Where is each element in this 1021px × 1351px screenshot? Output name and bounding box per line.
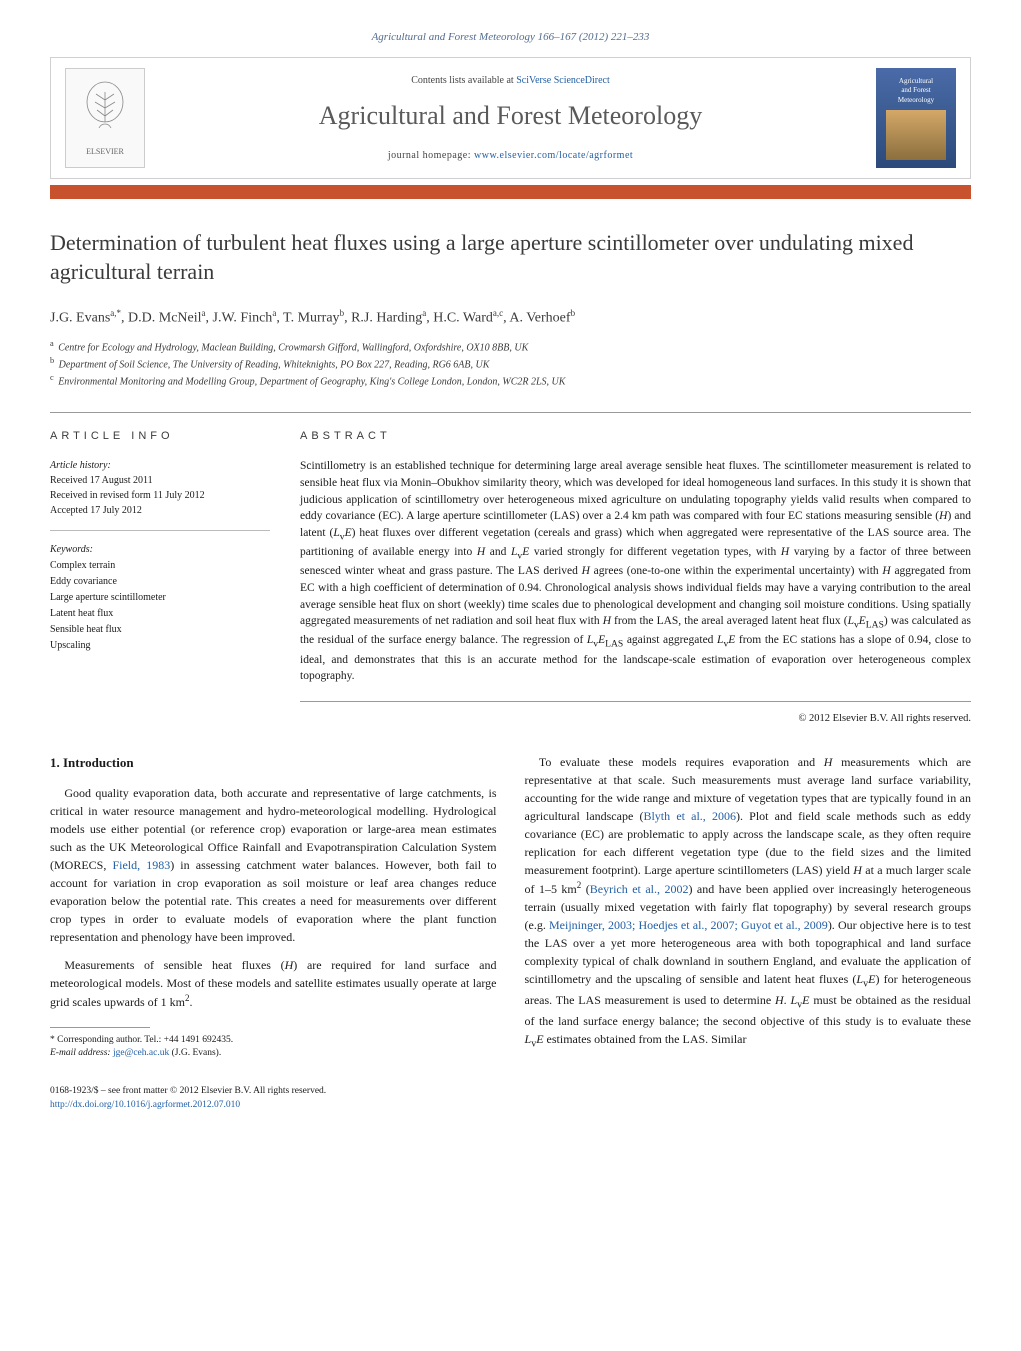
article-info-column: ARTICLE INFO Article history: Received 1… — [50, 429, 270, 727]
article-title: Determination of turbulent heat fluxes u… — [50, 229, 971, 286]
keyword-line: Large aperture scintillometer — [50, 591, 270, 605]
affiliation-line: c Environmental Monitoring and Modelling… — [50, 372, 971, 389]
email-label: E-mail address: — [50, 1048, 113, 1058]
journal-cover: Agricultural and Forest Meteorology — [876, 68, 956, 168]
abstract-copyright: © 2012 Elsevier B.V. All rights reserved… — [300, 712, 971, 727]
corr-author-tel: * Corresponding author. Tel.: +44 1491 6… — [50, 1034, 497, 1047]
cover-title-1: Agricultural — [899, 77, 933, 87]
corr-email-link[interactable]: jge@ceh.ac.uk — [113, 1048, 169, 1058]
body-para-1: Good quality evaporation data, both accu… — [50, 784, 497, 946]
accent-bar — [50, 185, 971, 199]
cover-title-2: and Forest — [901, 86, 930, 96]
keyword-line: Upscaling — [50, 639, 270, 653]
cover-image-icon — [886, 110, 946, 160]
affiliation-line: b Department of Soil Science, The Univer… — [50, 355, 971, 372]
elsevier-tree-icon — [81, 80, 129, 146]
history-label: Article history: — [50, 458, 270, 473]
history-line: Received 17 August 2011 — [50, 473, 270, 488]
keywords-block: Keywords: Complex terrain Eddy covariance… — [50, 531, 270, 653]
issn-line: 0168-1923/$ – see front matter © 2012 El… — [50, 1085, 971, 1098]
corresponding-footnote: * Corresponding author. Tel.: +44 1491 6… — [50, 1034, 497, 1061]
corr-author-email-line: E-mail address: jge@ceh.ac.uk (J.G. Evan… — [50, 1047, 497, 1060]
journal-header: ELSEVIER Contents lists available at Sci… — [50, 57, 971, 179]
cover-title-3: Meteorology — [898, 96, 934, 106]
citation-link[interactable]: Blyth et al., 2006 — [643, 809, 736, 823]
section-1-heading: 1. Introduction — [50, 753, 497, 773]
keyword-line: Sensible heat flux — [50, 623, 270, 637]
keyword-line: Latent heat flux — [50, 607, 270, 621]
authors-list: J.G. Evansa,*, D.D. McNeila, J.W. Fincha… — [50, 307, 971, 328]
info-abstract-row: ARTICLE INFO Article history: Received 1… — [50, 412, 971, 727]
body-text: 1. Introduction Good quality evaporation… — [50, 753, 971, 1062]
publisher-name: ELSEVIER — [86, 146, 124, 157]
publisher-logo: ELSEVIER — [65, 68, 145, 168]
homepage-prefix: journal homepage: — [388, 150, 474, 161]
history-line: Accepted 17 July 2012 — [50, 503, 270, 518]
footnote-separator — [50, 1027, 150, 1028]
journal-page-info: Agricultural and Forest Meteorology 166–… — [50, 30, 971, 45]
journal-title: Agricultural and Forest Meteorology — [165, 98, 856, 134]
sciencedirect-link[interactable]: SciVerse ScienceDirect — [516, 75, 610, 86]
homepage-link[interactable]: www.elsevier.com/locate/agrformet — [474, 150, 633, 161]
email-suffix: (J.G. Evans). — [169, 1048, 221, 1058]
homepage-line: journal homepage: www.elsevier.com/locat… — [165, 149, 856, 163]
keyword-line: Eddy covariance — [50, 575, 270, 589]
history-line: Received in revised form 11 July 2012 — [50, 488, 270, 503]
citation-link[interactable]: Field, 1983 — [112, 858, 170, 872]
contents-prefix: Contents lists available at — [411, 75, 516, 86]
abstract-text: Scintillometry is an established techniq… — [300, 458, 971, 702]
keyword-line: Complex terrain — [50, 559, 270, 573]
abstract-heading: ABSTRACT — [300, 429, 971, 444]
abstract-column: ABSTRACT Scintillometry is an establishe… — [300, 429, 971, 727]
keywords-label: Keywords: — [50, 543, 270, 557]
citation-link[interactable]: Meijninger, 2003; Hoedjes et al., 2007; … — [549, 918, 828, 932]
doi-link[interactable]: http://dx.doi.org/10.1016/j.agrformet.20… — [50, 1100, 240, 1110]
header-center: Contents lists available at SciVerse Sci… — [145, 74, 876, 162]
footer-info: 0168-1923/$ – see front matter © 2012 El… — [50, 1085, 971, 1112]
affiliations: a Centre for Ecology and Hydrology, Macl… — [50, 338, 971, 390]
contents-line: Contents lists available at SciVerse Sci… — [165, 74, 856, 88]
article-history: Article history: Received 17 August 2011… — [50, 458, 270, 531]
affiliation-line: a Centre for Ecology and Hydrology, Macl… — [50, 338, 971, 355]
citation-link[interactable]: Beyrich et al., 2002 — [590, 882, 689, 896]
body-para-3: To evaluate these models requires evapor… — [525, 753, 972, 1052]
article-info-heading: ARTICLE INFO — [50, 429, 270, 444]
body-para-2: Measurements of sensible heat fluxes (H)… — [50, 956, 497, 1011]
